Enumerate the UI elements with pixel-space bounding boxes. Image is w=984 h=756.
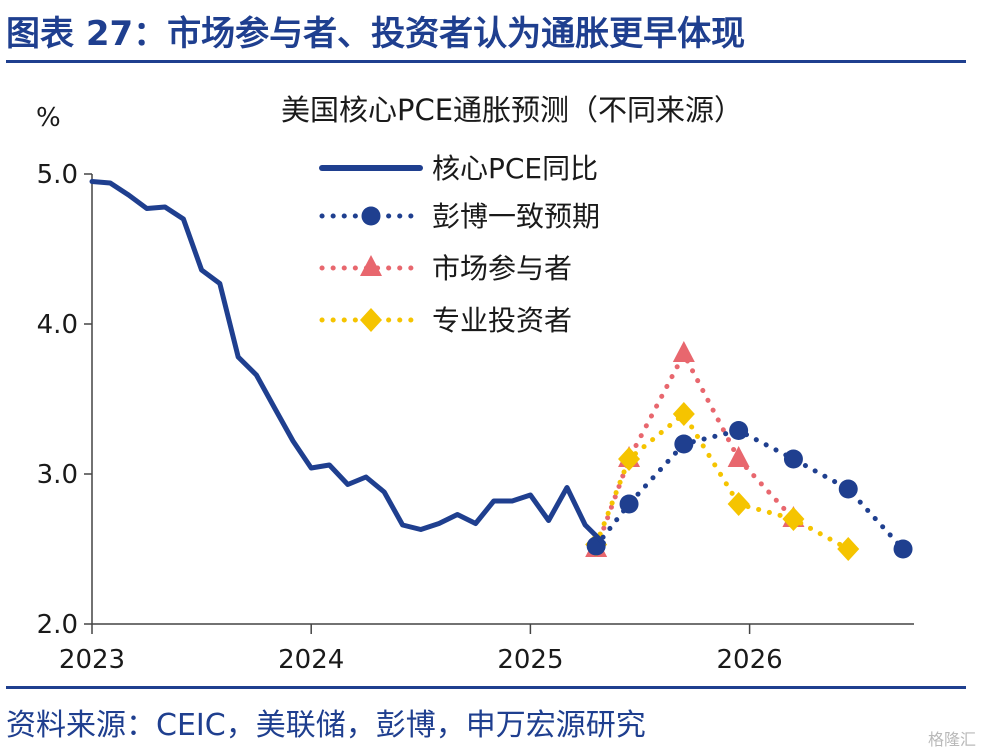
source-note: 资料来源：CEIC，美联储，彭博，申万宏源研究 — [6, 708, 646, 743]
series-layer — [89, 179, 913, 561]
legend-marker-2 — [361, 206, 381, 226]
series-4-point — [782, 507, 805, 531]
series-line-4 — [593, 411, 851, 552]
y-tick-label: 2.0 — [37, 610, 78, 640]
axes: 5.0 4.0 3.0 2.0 2023 2024 2025 2026 — [37, 160, 914, 675]
series-4-point — [618, 447, 641, 471]
bottom-divider — [6, 686, 966, 689]
y-axis-unit-label: % — [36, 103, 61, 133]
series-4-point — [672, 402, 695, 426]
series-2-point — [674, 434, 694, 454]
x-tick-label: 2025 — [497, 645, 563, 675]
series-2-point — [619, 494, 639, 514]
legend-label-4: 专业投资者 — [432, 304, 572, 337]
series-2-point — [893, 539, 913, 559]
top-divider — [6, 60, 966, 63]
series-3-point — [727, 446, 750, 467]
y-tick-label: 5.0 — [37, 160, 78, 190]
legend-marker-4 — [360, 308, 382, 332]
legend-marker-3 — [360, 255, 382, 276]
x-tick-label: 2026 — [717, 645, 783, 675]
series-2-point — [838, 479, 858, 499]
series-3-point — [672, 341, 695, 362]
y-tick-label: 3.0 — [37, 460, 78, 490]
legend-label-2: 彭博一致预期 — [432, 200, 600, 233]
figure-title: 图表 27：市场参与者、投资者认为通胀更早体现 — [6, 14, 746, 54]
chart-title: 美国核心PCE通胀预测（不同来源） — [281, 93, 743, 127]
legend-label-3: 市场参与者 — [432, 252, 572, 285]
series-2-point — [783, 449, 803, 469]
series-line-1 — [89, 179, 606, 546]
legend-label-1: 核心PCE同比 — [432, 152, 598, 185]
series-4-point — [837, 537, 860, 561]
x-tick-label: 2023 — [59, 645, 125, 675]
y-tick-label: 4.0 — [37, 310, 78, 340]
watermark-logo: 格隆汇 — [927, 730, 976, 749]
x-tick-label: 2024 — [278, 645, 344, 675]
series-4-point — [727, 492, 750, 516]
series-2-point — [729, 421, 749, 440]
